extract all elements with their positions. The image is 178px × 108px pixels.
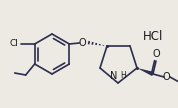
Text: HCl: HCl xyxy=(143,29,163,43)
Text: O: O xyxy=(78,38,86,48)
Text: O: O xyxy=(152,49,160,59)
Polygon shape xyxy=(137,68,154,76)
Text: H: H xyxy=(120,71,126,80)
Text: O: O xyxy=(162,72,170,82)
Text: Cl: Cl xyxy=(10,40,19,48)
Text: N: N xyxy=(110,71,117,81)
